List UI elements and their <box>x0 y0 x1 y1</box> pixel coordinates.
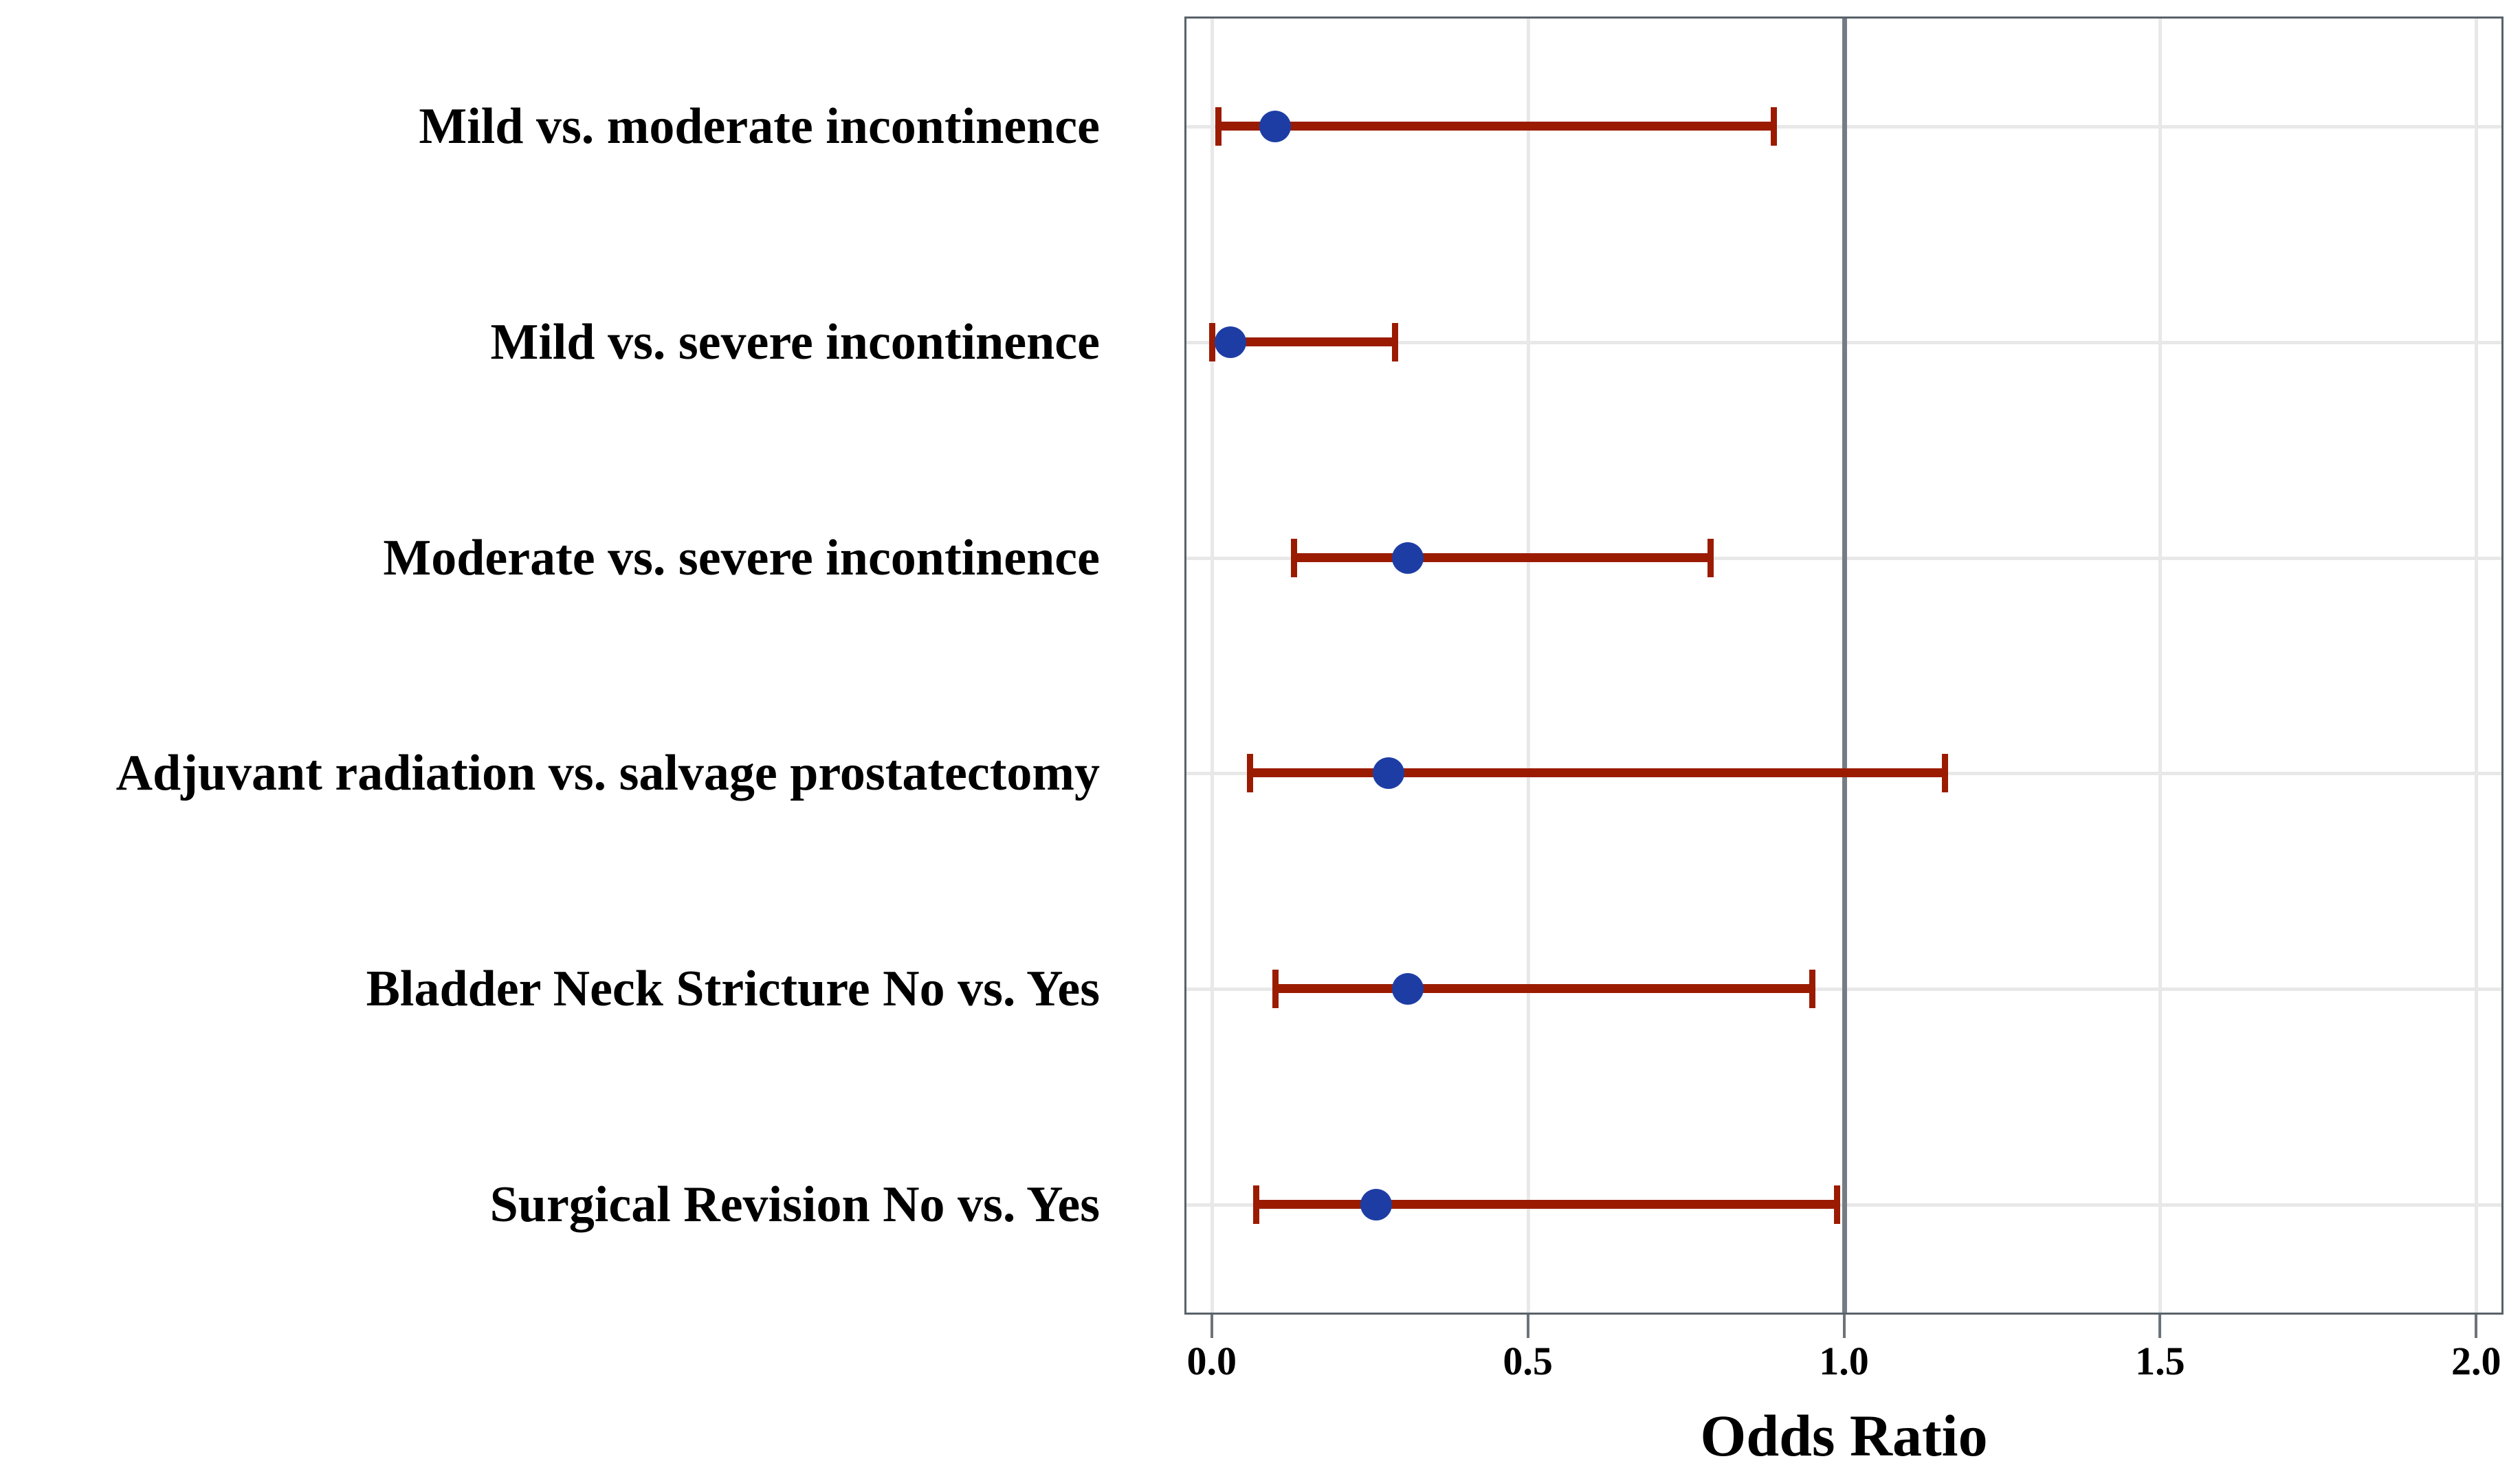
or-point-marker <box>1373 757 1405 790</box>
ci-cap-lower <box>1208 322 1215 361</box>
ci-bar <box>1211 337 1395 346</box>
x-tick-label: 1.5 <box>2135 1339 2185 1383</box>
ci-cap-upper <box>1834 1185 1841 1225</box>
or-point-marker <box>1360 1189 1392 1221</box>
x-tick-label: 0.5 <box>1503 1339 1553 1383</box>
x-tick <box>1526 1315 1529 1338</box>
gridline-vertical <box>2158 19 2163 1313</box>
x-tick-label: 0.0 <box>1186 1339 1237 1383</box>
ci-cap-lower <box>1215 107 1222 146</box>
ci-cap-upper <box>1707 538 1714 577</box>
category-label: Surgical Revision No vs. Yes <box>489 1177 1100 1234</box>
ci-bar <box>1274 984 1813 994</box>
ci-cap-lower <box>1246 754 1253 793</box>
or-point-marker <box>1391 973 1424 1005</box>
category-label: Bladder Neck Stricture No vs. Yes <box>366 961 1100 1018</box>
reference-line <box>1842 19 1847 1313</box>
x-tick <box>2475 1315 2478 1338</box>
ci-bar <box>1294 553 1712 562</box>
ci-cap-upper <box>1391 322 1398 361</box>
x-tick <box>1842 1315 1846 1338</box>
ci-cap-lower <box>1291 538 1298 577</box>
ci-cap-upper <box>1941 754 1948 793</box>
x-tick <box>1210 1315 1213 1338</box>
x-tick <box>2158 1315 2162 1338</box>
x-axis-title: Odds Ratio <box>1700 1403 1988 1469</box>
or-point-marker <box>1391 542 1424 574</box>
ci-cap-lower <box>1253 1185 1260 1225</box>
ci-cap-lower <box>1272 970 1279 1009</box>
gridline-vertical <box>1526 19 1530 1313</box>
or-point-marker <box>1215 326 1247 358</box>
x-tick-label: 2.0 <box>2451 1339 2501 1383</box>
ci-bar <box>1256 1200 1838 1209</box>
ci-cap-upper <box>1809 970 1815 1009</box>
category-labels-column: Mild vs. moderate incontinence Mild vs. s… <box>0 16 1100 1315</box>
x-tick-label: 1.0 <box>1819 1339 1869 1383</box>
ci-bar <box>1217 121 1775 131</box>
category-label: Adjuvant radiation vs. salvage prostatec… <box>115 745 1100 802</box>
ci-cap-upper <box>1771 107 1778 146</box>
ci-bar <box>1249 768 1945 778</box>
plot-area <box>1184 16 2504 1315</box>
gridline-vertical <box>2475 19 2479 1313</box>
gridline-vertical <box>1210 19 1214 1313</box>
category-label: Mild vs. moderate incontinence <box>419 98 1100 155</box>
or-point-marker <box>1259 110 1291 142</box>
category-label: Moderate vs. severe incontinence <box>383 529 1100 586</box>
category-label: Mild vs. severe incontinence <box>490 313 1100 370</box>
